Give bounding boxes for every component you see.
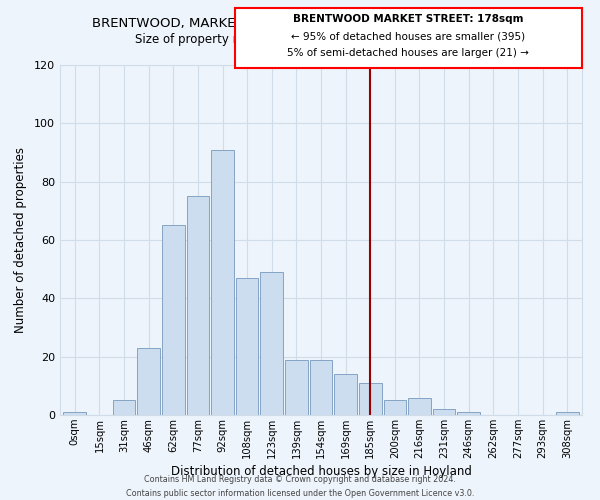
Text: BRENTWOOD, MARKET STREET, HOYLAND, BARNSLEY, S74 9QJ: BRENTWOOD, MARKET STREET, HOYLAND, BARNS… (92, 18, 508, 30)
Bar (187, 196, 209, 415)
X-axis label: Distribution of detached houses by size in Hoyland: Distribution of detached houses by size … (170, 465, 472, 478)
Bar (334, 374, 357, 415)
Bar (113, 400, 136, 415)
Text: BRENTWOOD MARKET STREET: 178sqm: BRENTWOOD MARKET STREET: 178sqm (293, 14, 524, 24)
Bar (383, 400, 406, 415)
Bar (162, 226, 185, 415)
Bar (408, 398, 431, 415)
Text: 5% of semi-detached houses are larger (21) →: 5% of semi-detached houses are larger (2… (287, 48, 529, 58)
Text: Size of property relative to detached houses in Hoyland: Size of property relative to detached ho… (135, 32, 465, 46)
Bar (359, 383, 382, 415)
Bar (64, 412, 86, 415)
Bar (137, 348, 160, 415)
Text: ← 95% of detached houses are smaller (395): ← 95% of detached houses are smaller (39… (292, 32, 526, 42)
Bar (433, 409, 455, 415)
Bar (260, 272, 283, 415)
Text: Contains HM Land Registry data © Crown copyright and database right 2024.
Contai: Contains HM Land Registry data © Crown c… (126, 476, 474, 498)
Bar (310, 360, 332, 415)
Y-axis label: Number of detached properties: Number of detached properties (14, 147, 27, 333)
Bar (211, 150, 234, 415)
Bar (556, 412, 578, 415)
Bar (285, 360, 308, 415)
Bar (236, 278, 259, 415)
Bar (457, 412, 480, 415)
